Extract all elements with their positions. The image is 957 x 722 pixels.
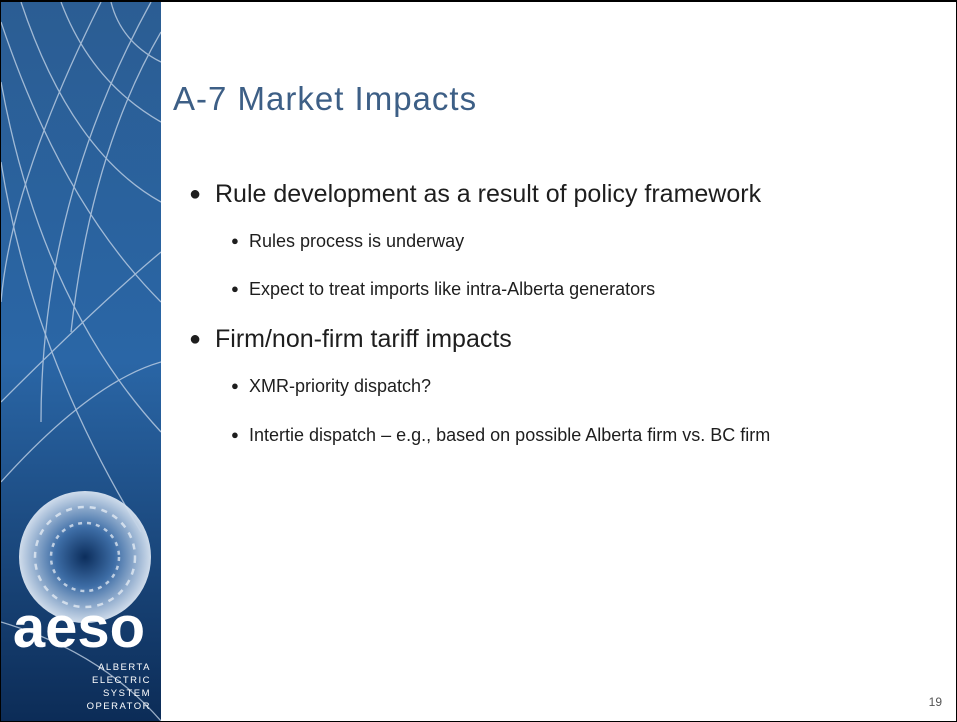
bullet-list: Rule development as a result of policy f… (189, 174, 929, 471)
slide-title: A-7 Market Impacts (173, 80, 477, 118)
logo-line: SYSTEM (103, 688, 151, 699)
slide: aeso ALBERTA ELECTRIC SYSTEM OPERATOR A-7 M… (0, 0, 957, 722)
bullet-item: Firm/non-firm tariff impacts (189, 325, 929, 354)
bullet-item: XMR-priority dispatch? (231, 374, 929, 399)
bullet-item: Expect to treat imports like intra-Alber… (231, 277, 929, 302)
logo-line: ELECTRIC (92, 675, 151, 686)
bullet-item: Rules process is underway (231, 229, 929, 254)
sidebar: aeso ALBERTA ELECTRIC SYSTEM OPERATOR (1, 2, 161, 721)
logo-line: ALBERTA (98, 662, 151, 673)
page-number: 19 (929, 695, 942, 709)
logo-name: aeso (13, 595, 145, 660)
logo-line: OPERATOR (87, 701, 151, 712)
bullet-item: Rule development as a result of policy f… (189, 180, 929, 209)
bullet-item: Intertie dispatch – e.g., based on possi… (231, 423, 929, 448)
